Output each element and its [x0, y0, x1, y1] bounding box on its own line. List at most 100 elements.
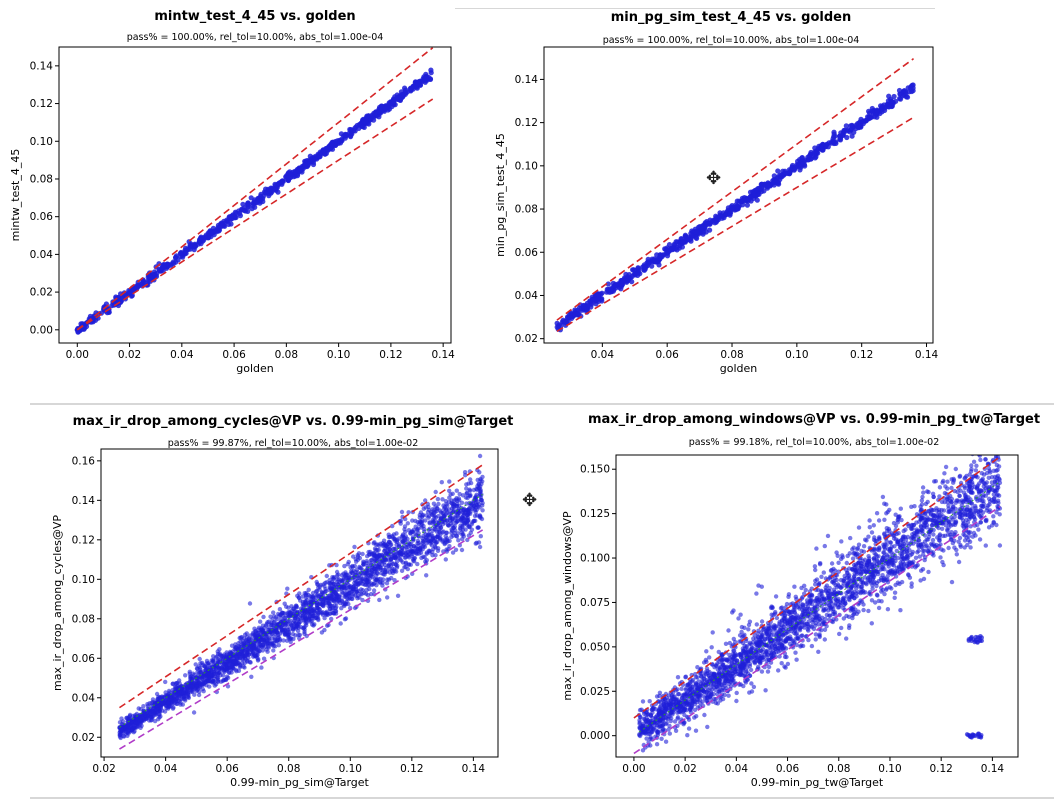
data-point [334, 584, 340, 589]
data-point [478, 487, 483, 493]
data-point [336, 598, 341, 604]
data-point [454, 488, 459, 493]
data-point [791, 167, 797, 173]
data-point [443, 537, 448, 542]
data-point [695, 665, 700, 670]
data-point [460, 516, 465, 521]
data-point [278, 631, 283, 636]
data-point [468, 492, 473, 498]
data-point [345, 562, 350, 567]
data-point [141, 704, 146, 709]
data-point [125, 733, 130, 738]
data-point [177, 250, 184, 256]
data-point [259, 665, 264, 670]
data-point [274, 627, 279, 632]
chart-title: max_ir_drop_among_cycles@VP vs. 0.99-min… [73, 414, 514, 429]
data-point [406, 540, 411, 545]
data-point [626, 272, 632, 278]
data-point [219, 666, 224, 671]
data-point [905, 85, 911, 91]
data-point [415, 528, 420, 533]
data-point [416, 540, 421, 546]
data-point [245, 200, 251, 206]
data-point [263, 632, 268, 637]
data-point [149, 703, 154, 708]
data-point [224, 668, 229, 673]
data-point [403, 564, 408, 570]
data-point [286, 635, 291, 640]
data-point [693, 234, 699, 241]
data-point [139, 723, 144, 728]
data-point [599, 290, 605, 296]
data-point [197, 689, 202, 694]
data-point [819, 604, 824, 609]
data-point [408, 531, 413, 536]
data-point [631, 267, 637, 273]
plot-area [633, 455, 1003, 755]
data-point [428, 70, 434, 76]
data-point [410, 549, 416, 554]
data-point [198, 235, 204, 241]
x-axis-label: golden [236, 362, 274, 375]
x-tick-label: 0.10 [785, 349, 808, 361]
data-point [653, 259, 660, 265]
data-point [226, 658, 232, 664]
data-point [300, 594, 305, 599]
data-point [444, 530, 449, 535]
data-point [385, 595, 390, 600]
data-point [468, 480, 474, 486]
data-point [896, 87, 903, 94]
data-point [885, 98, 892, 104]
data-point [171, 705, 176, 710]
data-point [158, 714, 163, 719]
data-point [217, 647, 222, 652]
data-point [435, 534, 440, 539]
data-point [163, 679, 168, 685]
data-point [253, 629, 258, 634]
data-point [731, 636, 736, 642]
data-point [288, 618, 293, 623]
data-point [427, 531, 432, 537]
data-point [256, 633, 262, 638]
y-axis-label: min_pg_sim_test_4_45 [494, 133, 507, 257]
data-point [432, 544, 438, 549]
data-point [813, 637, 818, 642]
data-point [333, 609, 338, 614]
data-point [847, 566, 852, 571]
data-point [704, 649, 709, 654]
data-point [839, 625, 844, 631]
x-axis-label: 0.99-min_pg_sim@Target [230, 776, 369, 789]
data-point [310, 590, 316, 596]
y-tick-label: 0.06 [72, 653, 96, 665]
data-point [320, 147, 326, 153]
data-point [464, 482, 469, 487]
data-point [190, 688, 195, 693]
data-point [833, 140, 839, 146]
data-point [138, 706, 143, 712]
data-point [333, 593, 339, 599]
data-point [473, 497, 479, 502]
data-point [261, 656, 267, 661]
data-point [386, 534, 392, 540]
data-point [461, 532, 466, 537]
data-point [377, 597, 382, 603]
data-point [403, 561, 408, 566]
data-point [442, 541, 447, 547]
data-point [393, 569, 399, 574]
data-point [459, 500, 465, 505]
data-point [421, 506, 426, 511]
data-point [424, 551, 429, 556]
data-point [331, 598, 337, 604]
data-point [372, 557, 377, 563]
data-point [368, 117, 374, 123]
plot-frame [543, 46, 934, 344]
data-point [741, 683, 746, 689]
data-point [797, 157, 803, 163]
data-point [106, 309, 112, 315]
y-tick-label: 0.10 [72, 574, 95, 586]
y-tick-label: 0.08 [515, 204, 538, 216]
data-point [241, 641, 246, 646]
data-point [276, 643, 281, 648]
